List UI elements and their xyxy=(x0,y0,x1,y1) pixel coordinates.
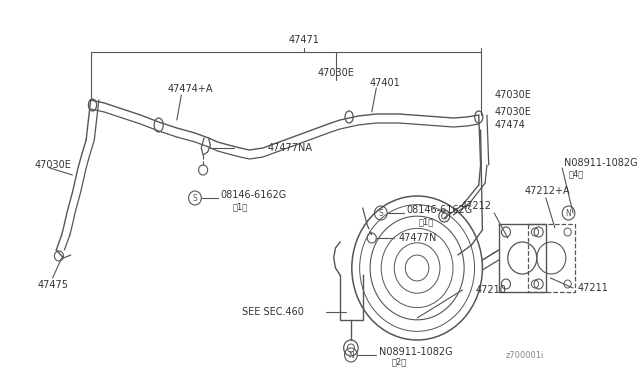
Text: SEE SEC.460: SEE SEC.460 xyxy=(242,307,304,317)
Text: 47030E: 47030E xyxy=(494,90,531,100)
Text: 47475: 47475 xyxy=(37,280,68,290)
Text: S: S xyxy=(193,193,197,202)
Text: 47401: 47401 xyxy=(370,78,401,88)
Text: 47030E: 47030E xyxy=(35,160,71,170)
Text: 08146-6162G: 08146-6162G xyxy=(220,190,287,200)
Text: 47030E: 47030E xyxy=(317,68,354,78)
Text: 47471: 47471 xyxy=(289,35,319,45)
Text: （4）: （4） xyxy=(568,170,584,179)
Text: 47211: 47211 xyxy=(578,283,609,293)
Text: （1）: （1） xyxy=(419,218,434,227)
Text: 47212: 47212 xyxy=(460,201,492,211)
Text: （1）: （1） xyxy=(233,202,248,212)
Text: 47474+A: 47474+A xyxy=(168,84,213,94)
Text: N08911-1082G: N08911-1082G xyxy=(564,158,637,168)
Text: N: N xyxy=(348,350,354,359)
Text: z700001i: z700001i xyxy=(506,350,544,359)
Text: S: S xyxy=(378,208,383,218)
Text: N08911-1082G: N08911-1082G xyxy=(379,347,452,357)
Text: 47030E: 47030E xyxy=(494,107,531,117)
Text: 08146-6162G: 08146-6162G xyxy=(406,205,472,215)
Text: 47210: 47210 xyxy=(476,285,507,295)
Text: （2）: （2） xyxy=(391,357,406,366)
Text: 47477NA: 47477NA xyxy=(268,143,312,153)
Text: 47477N: 47477N xyxy=(399,233,437,243)
Text: 47212+A: 47212+A xyxy=(525,186,570,196)
Text: N: N xyxy=(566,208,572,218)
Text: 47474: 47474 xyxy=(494,120,525,130)
